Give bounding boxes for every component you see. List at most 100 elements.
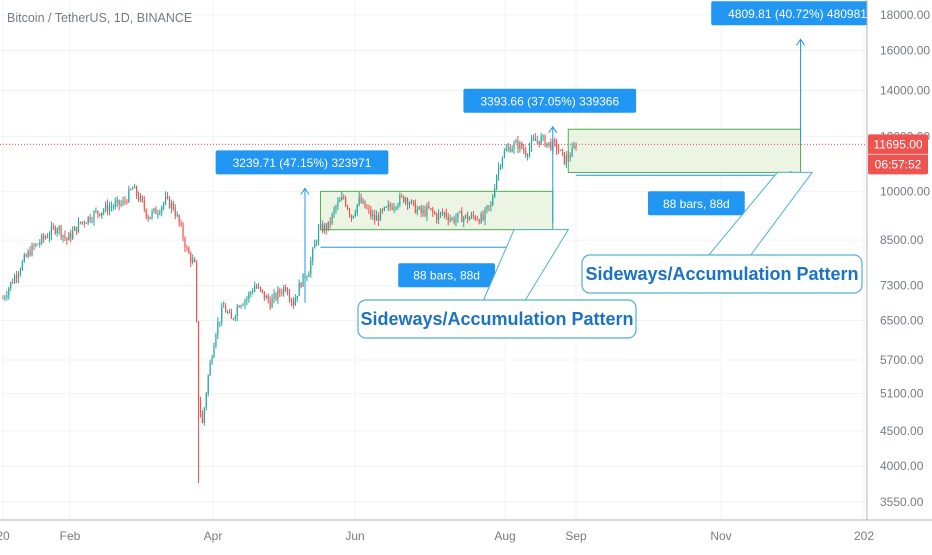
candle [184, 236, 186, 253]
candle [459, 210, 461, 214]
measure-tools[interactable]: 3239.71 (47.15%) 323971 3393.66 (37.05%) … [215, 1, 884, 303]
candle [527, 153, 529, 161]
candle [472, 210, 475, 220]
annotation-callout[interactable]: Sideways/Accumulation Pattern [581, 171, 863, 294]
candle [230, 308, 233, 319]
candle [48, 231, 51, 243]
candle [139, 192, 142, 203]
candle [194, 257, 196, 263]
candle [376, 210, 378, 221]
candle [571, 142, 573, 158]
candle [389, 201, 391, 211]
candle [259, 286, 262, 293]
candle [261, 289, 263, 294]
candle [15, 270, 18, 284]
price-range-arrow[interactable] [548, 125, 558, 223]
price-range-arrow[interactable] [796, 38, 805, 142]
callouts[interactable]: Sideways/Accumulation Pattern Sideways/Ac… [357, 171, 863, 339]
candle [463, 215, 465, 228]
price-range-arrow[interactable] [300, 187, 310, 303]
candle [488, 205, 490, 212]
candle [31, 242, 33, 257]
candle [420, 204, 422, 218]
candle [277, 286, 279, 304]
candle [534, 133, 536, 142]
candle [298, 279, 300, 296]
candle [310, 256, 312, 278]
candle [478, 218, 480, 225]
candle [228, 309, 231, 314]
candle [465, 214, 467, 220]
candle [203, 406, 205, 426]
candle [476, 215, 478, 221]
price-tick-label: 18000.00 [880, 8, 930, 22]
candle [308, 271, 310, 277]
candle [494, 183, 496, 199]
candle [128, 185, 130, 203]
candle [550, 138, 552, 151]
time-tick-label: Feb [60, 529, 81, 543]
candle [170, 199, 173, 214]
accumulation-range-box[interactable] [567, 128, 802, 173]
candle [17, 271, 20, 284]
candle [161, 205, 163, 217]
candle [79, 221, 82, 225]
candle [145, 208, 147, 220]
candle [33, 242, 35, 251]
candle [271, 294, 273, 309]
candle [532, 134, 535, 141]
candle [507, 142, 509, 153]
price-tag: 11695.00 06:57:52 [868, 134, 928, 175]
candle [426, 202, 428, 222]
price-tick-label: 14000.00 [880, 83, 930, 97]
candle [37, 243, 39, 245]
candle [565, 151, 567, 168]
candle [70, 229, 72, 243]
candle [447, 212, 449, 226]
price-range-label[interactable]: 4809.81 (40.72%) 480981 [711, 1, 884, 26]
candle [207, 374, 209, 397]
price-tick-label: 6500.00 [880, 314, 924, 328]
candle [480, 211, 482, 224]
time-axis[interactable]: 20 Feb Apr Jun Aug Sep Nov 202 [0, 529, 874, 543]
candle [563, 152, 565, 166]
candle [265, 294, 267, 299]
candle [412, 200, 414, 207]
candle [252, 288, 254, 295]
candle [321, 220, 324, 234]
candle [95, 207, 97, 214]
candle [528, 142, 531, 158]
candle [12, 278, 14, 284]
price-range-label[interactable]: 3239.71 (47.15%) 323971 [215, 150, 389, 175]
candle [250, 290, 252, 298]
date-range-label-text: 88 bars, 88d [663, 197, 730, 211]
candle [424, 205, 426, 218]
candle [120, 199, 122, 208]
candle [153, 207, 155, 214]
candle [44, 234, 47, 240]
candle [50, 221, 52, 241]
candle [165, 191, 167, 205]
price-tick-label: 7300.00 [880, 279, 924, 293]
candle [559, 149, 562, 151]
candle [457, 212, 459, 223]
candle [10, 281, 12, 291]
annotation-callout[interactable]: Sideways/Accumulation Pattern [357, 229, 637, 339]
date-range-label-text: 88 bars, 88d [413, 269, 480, 283]
candle [190, 251, 192, 268]
candle [548, 142, 550, 148]
price-range-label[interactable]: 3393.66 (37.05%) 339366 [463, 88, 637, 113]
candle [306, 275, 308, 282]
candle [517, 135, 519, 154]
date-range-label[interactable]: 88 bars, 88d [647, 191, 745, 216]
candle [137, 191, 140, 202]
date-range-label[interactable]: 88 bars, 88d [398, 263, 496, 288]
candle [362, 198, 364, 205]
candle [509, 144, 511, 153]
candle [523, 143, 525, 155]
candle [134, 183, 136, 189]
candle [434, 210, 436, 215]
candle [327, 221, 329, 232]
candle [25, 253, 27, 258]
